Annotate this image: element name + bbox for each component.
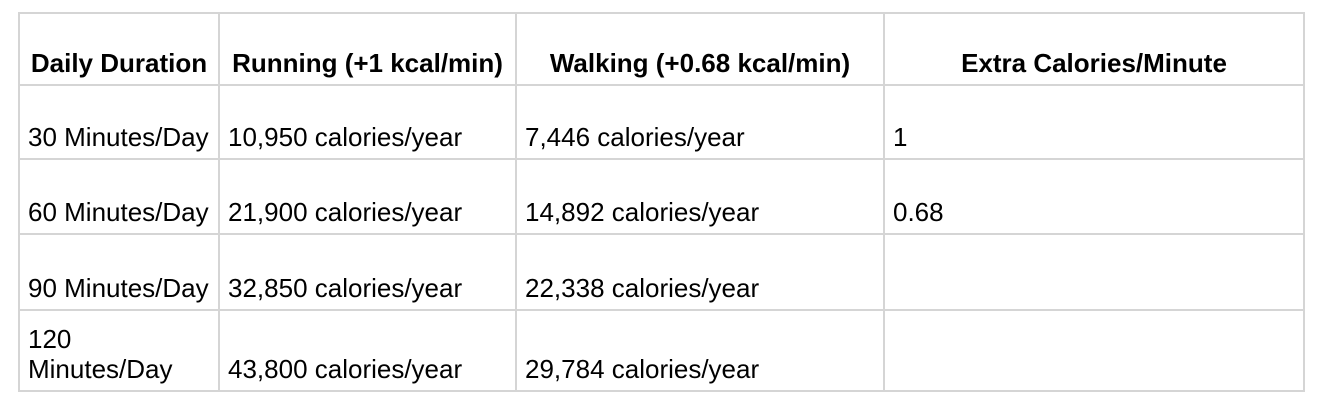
- running-cell[interactable]: 21,900 calories/year: [218, 158, 517, 235]
- walking-cell[interactable]: 22,338 calories/year: [515, 233, 885, 311]
- walking-cell[interactable]: 14,892 calories/year: [515, 158, 885, 235]
- table-row: 30 Minutes/Day 10,950 calories/year 7,44…: [18, 84, 1305, 160]
- duration-cell[interactable]: 90 Minutes/Day: [18, 233, 220, 311]
- running-cell[interactable]: 43,800 calories/year: [218, 309, 517, 392]
- extra-calories-cell[interactable]: 0.68: [883, 158, 1305, 235]
- table-row: 60 Minutes/Day 21,900 calories/year 14,8…: [18, 158, 1305, 235]
- duration-cell[interactable]: 60 Minutes/Day: [18, 158, 220, 235]
- calories-comparison-table: Daily Duration Running (+1 kcal/min) Wal…: [18, 12, 1305, 392]
- table-row: 120 Minutes/Day 43,800 calories/year 29,…: [18, 309, 1305, 392]
- header-cell-running[interactable]: Running (+1 kcal/min): [218, 12, 517, 86]
- extra-calories-cell[interactable]: 1: [883, 84, 1305, 160]
- table-row: 90 Minutes/Day 32,850 calories/year 22,3…: [18, 233, 1305, 311]
- header-cell-walking[interactable]: Walking (+0.68 kcal/min): [515, 12, 885, 86]
- running-cell[interactable]: 32,850 calories/year: [218, 233, 517, 311]
- extra-calories-cell[interactable]: [883, 233, 1305, 311]
- header-row: Daily Duration Running (+1 kcal/min) Wal…: [18, 12, 1305, 86]
- walking-cell[interactable]: 7,446 calories/year: [515, 84, 885, 160]
- running-cell[interactable]: 10,950 calories/year: [218, 84, 517, 160]
- walking-cell[interactable]: 29,784 calories/year: [515, 309, 885, 392]
- document-table-area: Daily Duration Running (+1 kcal/min) Wal…: [18, 12, 1305, 392]
- header-cell-daily-duration[interactable]: Daily Duration: [18, 12, 220, 86]
- duration-cell[interactable]: 120 Minutes/Day: [18, 309, 220, 392]
- duration-cell[interactable]: 30 Minutes/Day: [18, 84, 220, 160]
- header-cell-extra-calories[interactable]: Extra Calories/Minute: [883, 12, 1305, 86]
- extra-calories-cell[interactable]: [883, 309, 1305, 392]
